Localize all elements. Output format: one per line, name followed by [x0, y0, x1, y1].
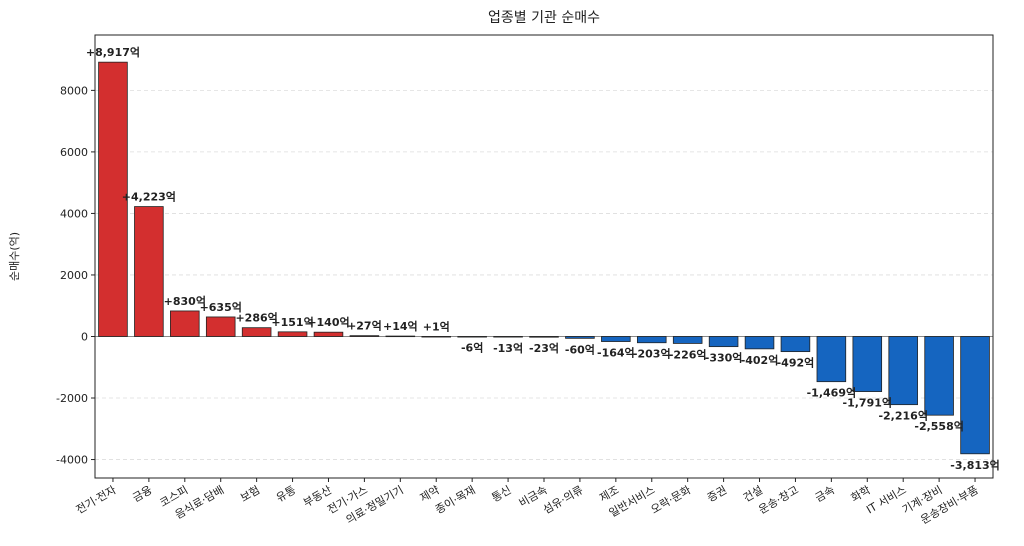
data-label: -1,791억: [843, 397, 892, 410]
data-label: +1억: [423, 320, 450, 333]
bar: [924, 336, 954, 416]
y-tick-label: 6000: [60, 146, 88, 159]
bar: [888, 336, 918, 406]
x-tick-label: 종이·목재: [433, 483, 478, 516]
x-tick-label: 유통: [274, 483, 298, 504]
bar: [529, 336, 559, 338]
bar: [277, 331, 308, 337]
bar: [205, 316, 236, 337]
bar: [134, 206, 164, 337]
bar: [98, 61, 128, 337]
data-label: -2,216억: [878, 410, 927, 423]
bar: [744, 336, 775, 350]
data-label: -60억: [565, 343, 595, 356]
data-label: -492억: [777, 357, 815, 370]
data-label: -203억: [633, 348, 671, 361]
data-labels-group: +8,917억+4,223억+830억+635억+286억+151억+140억+…: [86, 46, 1000, 472]
data-label: -23억: [529, 342, 559, 355]
x-tick-label: 증권: [705, 483, 729, 504]
y-axis: -4000 -2000 0 2000 4000 6000 8000: [56, 84, 95, 467]
plot-frame: [94, 34, 994, 479]
data-label: -226억: [669, 348, 707, 361]
bar: [313, 331, 344, 337]
chart-title: 업종별 기관 순매수: [488, 10, 600, 26]
y-tick-label: 0: [81, 330, 88, 343]
data-label: +8,917억: [86, 46, 140, 59]
x-tick-label: 보험: [238, 483, 262, 504]
x-tick-label: 오락·문화: [649, 483, 694, 516]
data-label: +830억: [164, 295, 206, 308]
data-label: -2,558억: [914, 420, 963, 433]
bar: [421, 336, 452, 338]
y-tick-label: 8000: [60, 84, 88, 97]
bar: [349, 335, 380, 337]
data-label: -13억: [493, 342, 523, 355]
data-label: +4,223억: [122, 191, 176, 204]
data-label: +140억: [307, 316, 349, 329]
y-tick-label: -4000: [56, 454, 88, 467]
x-tick-label: 전기·전자: [74, 483, 119, 516]
bar: [241, 327, 272, 337]
y-tick-label: -2000: [56, 392, 88, 405]
data-label: +14억: [383, 320, 418, 333]
data-label: -3,813억: [950, 459, 999, 472]
bars-group: [98, 61, 990, 455]
y-axis-label: 순매수(억): [8, 232, 21, 281]
bar: [565, 336, 595, 339]
x-tick-label: 운송·창고: [756, 483, 801, 516]
x-tick-label: 금융: [130, 483, 154, 504]
data-label: -6억: [461, 342, 483, 355]
data-label: +27억: [347, 320, 382, 333]
bar: [960, 336, 990, 455]
bar: [780, 336, 811, 353]
bar: [636, 336, 667, 344]
bar: [385, 335, 416, 338]
bar: [493, 336, 523, 338]
bar: [601, 336, 631, 342]
bar: [708, 336, 739, 348]
y-tick-label: 2000: [60, 269, 88, 282]
data-label: -330억: [705, 352, 743, 365]
data-label: -1,469억: [807, 387, 856, 400]
data-label: -402억: [741, 354, 779, 367]
x-tick-label: 섬유·의류: [541, 483, 586, 516]
bar: [852, 336, 883, 392]
x-tick-label: IT 서비스: [864, 483, 908, 516]
x-tick-label: 금속: [813, 483, 837, 504]
bar: [457, 336, 487, 338]
data-label: +286억: [235, 312, 277, 325]
bar: [672, 336, 703, 344]
data-label: +635억: [200, 301, 242, 314]
y-tick-label: 4000: [60, 207, 88, 220]
x-tick-label: 통신: [490, 483, 514, 504]
bar: [816, 336, 847, 383]
bar: [170, 310, 200, 337]
data-label: +151억: [271, 316, 313, 329]
data-label: -164억: [597, 347, 635, 360]
